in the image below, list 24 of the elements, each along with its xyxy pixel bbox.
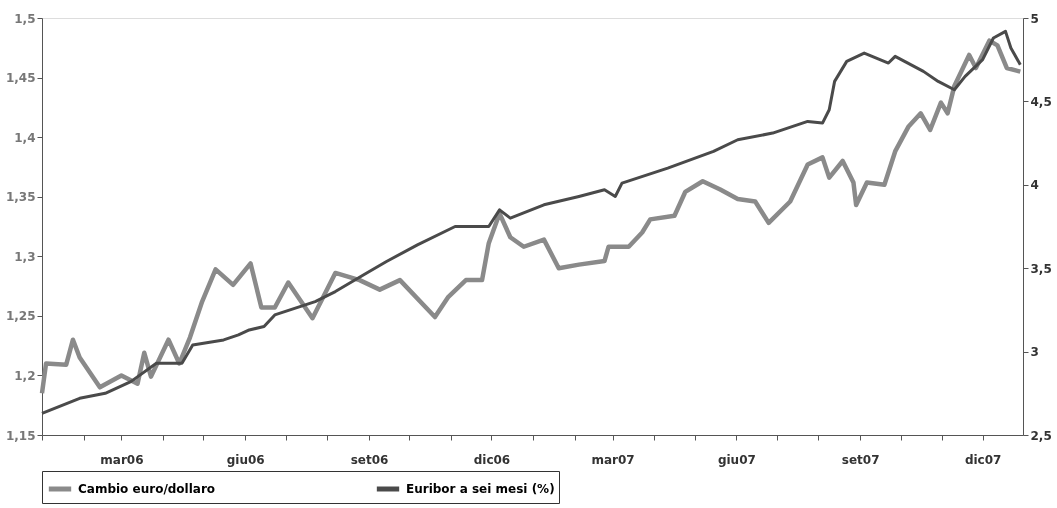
x-tick-label: set07 — [841, 452, 880, 467]
y2-tick-label: 4 — [1030, 178, 1039, 193]
x-tick-label: giu06 — [226, 452, 265, 467]
x-tick-label: mar06 — [100, 452, 144, 467]
y-tick-label: 1,35 — [5, 190, 36, 205]
y2-tick-label: 3 — [1030, 345, 1039, 360]
y-tick-label: 1,4 — [14, 130, 36, 145]
x-tick-label: mar07 — [591, 452, 635, 467]
y2-tick-label: 5 — [1030, 11, 1039, 26]
x-tick-label: set06 — [350, 452, 389, 467]
y2-tick-label: 2,5 — [1030, 428, 1052, 443]
x-tick-label: dic07 — [964, 452, 1002, 467]
x-tick-label: giu07 — [717, 452, 756, 467]
x-tick-label: dic06 — [473, 452, 511, 467]
legend-label: Euribor a sei mesi (%) — [406, 482, 555, 496]
y-tick-label: 1,2 — [14, 368, 36, 383]
y-tick-label: 1,5 — [14, 11, 36, 26]
y-tick-label: 1,25 — [5, 309, 36, 324]
legend-label: Cambio euro/dollaro — [78, 482, 216, 496]
y2-tick-label: 3,5 — [1030, 261, 1052, 276]
y-tick-label: 1,15 — [5, 428, 36, 443]
y-tick-label: 1,45 — [5, 71, 36, 86]
y-tick-label: 1,3 — [14, 249, 36, 264]
y2-tick-label: 4,5 — [1030, 94, 1052, 109]
